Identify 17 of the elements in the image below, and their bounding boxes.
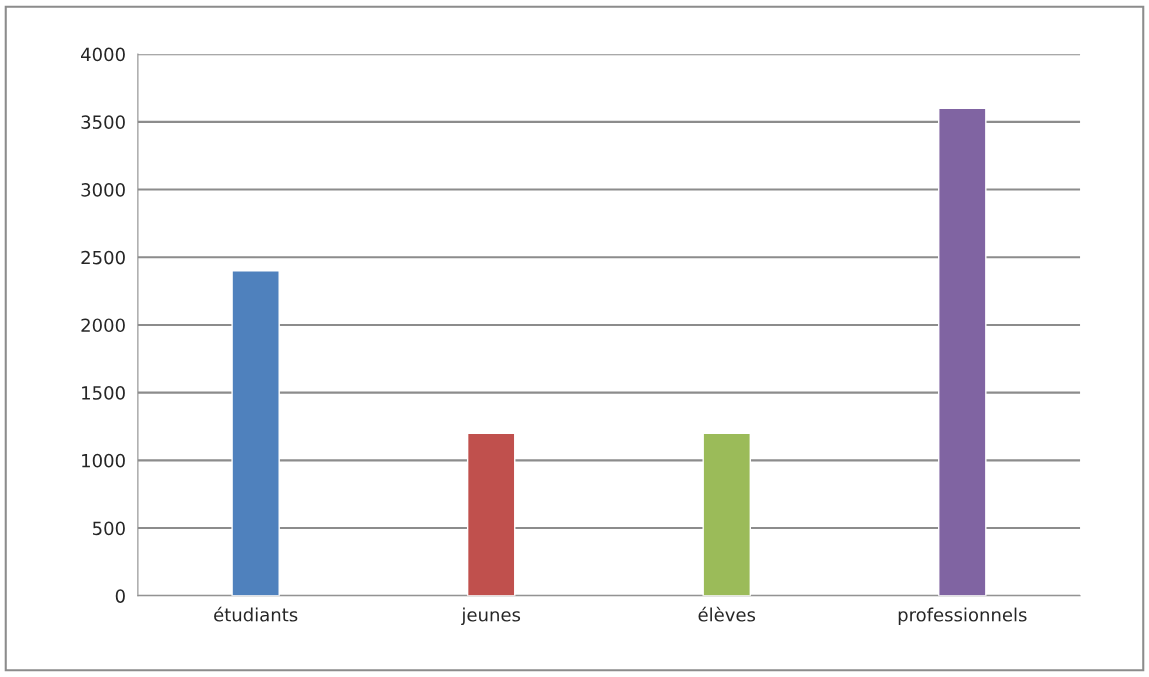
x-tick-label: étudiants xyxy=(214,606,298,622)
bar xyxy=(938,107,987,596)
bar xyxy=(466,432,516,596)
x-tick-label: professionnels xyxy=(898,607,1027,626)
y-tick-label: 1000 xyxy=(82,453,125,468)
x-tick-label: élèves xyxy=(698,606,756,622)
x-tick-label: jeunes xyxy=(461,607,521,626)
y-tick-label: 1500 xyxy=(82,386,125,400)
y-tick-label: 2500 xyxy=(81,250,125,265)
y-tick-label: 3000 xyxy=(81,183,125,197)
y-tick-label: 0 xyxy=(115,589,125,603)
y-tick-label: 4000 xyxy=(81,47,125,62)
y-tick-label: 2000 xyxy=(81,318,125,333)
bar xyxy=(231,270,280,596)
y-tick-label: 500 xyxy=(93,521,125,536)
y-tick-label: 3500 xyxy=(81,115,125,129)
bar xyxy=(702,432,751,596)
